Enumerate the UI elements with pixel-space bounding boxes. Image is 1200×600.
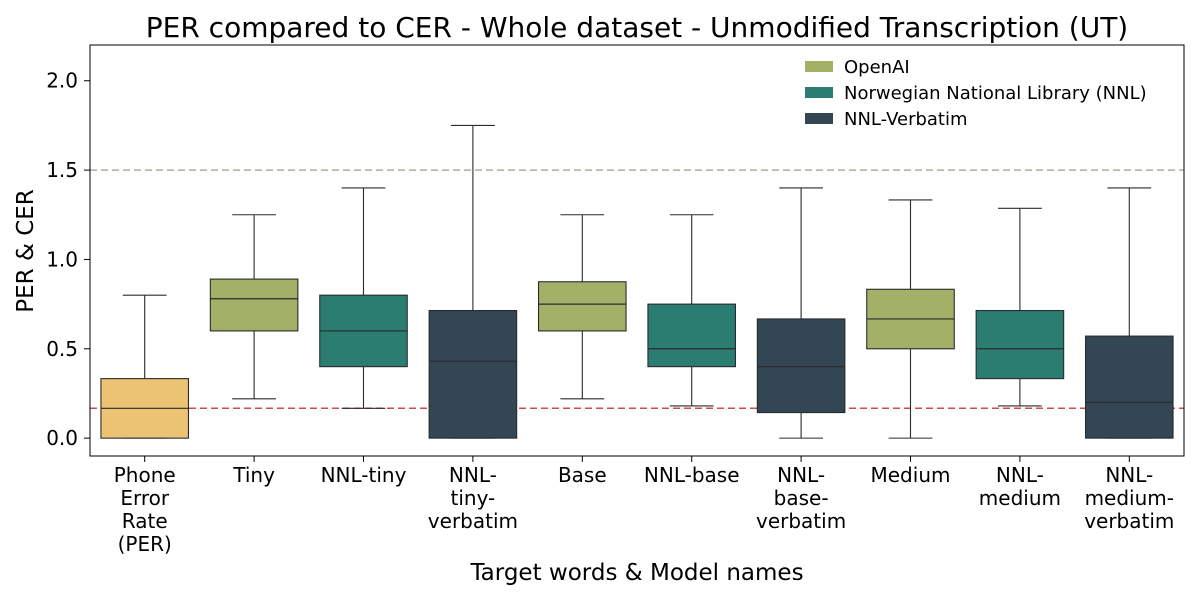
x-tick-label: NNL-medium [979,463,1061,510]
y-tick-label: 0.5 [46,337,78,361]
box-4 [428,124,518,439]
y-tick-label: 0.0 [46,426,78,450]
legend-swatch [805,61,833,72]
x-tick-label: NNL-base [644,463,740,487]
box-1 [100,294,190,439]
box-5 [537,214,627,400]
box-body [647,303,737,368]
x-tick-label: NNL-base-verbatim [756,463,846,533]
box-body [537,281,627,332]
x-tick-label: Base [558,463,607,487]
x-tick-label: Tiny [232,463,275,487]
box-2 [209,214,299,400]
chart-title: PER compared to CER - Whole dataset - Un… [146,11,1128,44]
x-tick-label: NNL-tiny-verbatim [428,463,518,533]
plot-area: 0.0 0.5 1.0 1.5 2.0 Phone Error Rate (PER) Tiny NN… [46,44,1185,556]
legend-label: NNL-Verbatim [844,109,968,130]
y-tick-label: 1.5 [46,158,78,182]
box-7 [756,187,846,439]
x-tick-label: Phone Error Rate (PER) [114,463,176,556]
legend-label: Norwegian National Library (NNL) [844,83,1147,104]
legend-swatch [805,113,833,124]
x-tick-label: Medium [871,463,951,487]
box-10 [1084,187,1174,439]
box-8 [866,199,955,439]
box-body [756,318,846,414]
x-tick-label: NNL-tiny [321,463,407,487]
x-axis-label: Target words & Model names [469,560,803,586]
box-body [428,309,518,439]
box-body [209,278,299,332]
box-body [1084,335,1174,439]
legend-swatch [805,87,833,98]
plot-frame [89,44,1185,457]
legend-label: OpenAI [844,57,910,78]
legend: OpenAI Norwegian National Library (NNL) NN… [805,57,1147,130]
x-tick-label: NNL-medium-verbatim [1084,463,1174,533]
y-axis-label: PER & CER [13,189,39,313]
y-tick-label: 2.0 [46,69,78,93]
box-3 [319,187,408,409]
box-6 [647,214,737,407]
box-9 [975,207,1065,407]
box-body [975,309,1065,380]
y-tick-label: 1.0 [46,247,78,271]
